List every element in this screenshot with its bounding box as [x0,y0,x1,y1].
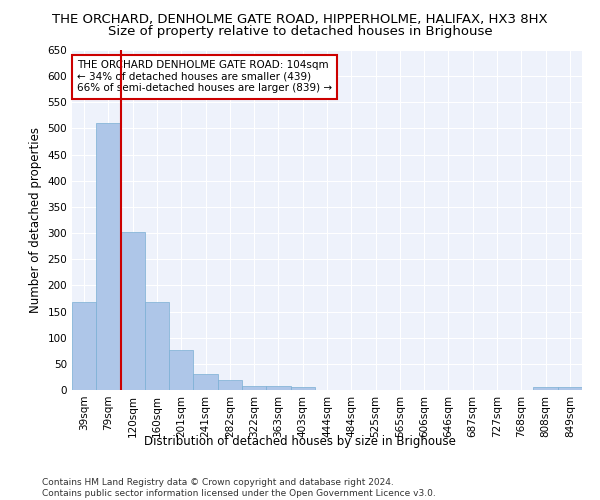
Bar [290,388,315,390]
Bar [72,302,96,390]
Bar [533,388,558,390]
Y-axis label: Number of detached properties: Number of detached properties [29,127,42,313]
Bar [242,386,266,390]
Bar [169,350,193,390]
Text: THE ORCHARD, DENHOLME GATE ROAD, HIPPERHOLME, HALIFAX, HX3 8HX: THE ORCHARD, DENHOLME GATE ROAD, HIPPERH… [52,12,548,26]
Bar [266,386,290,390]
Text: Distribution of detached houses by size in Brighouse: Distribution of detached houses by size … [144,435,456,448]
Text: Contains HM Land Registry data © Crown copyright and database right 2024.
Contai: Contains HM Land Registry data © Crown c… [42,478,436,498]
Text: THE ORCHARD DENHOLME GATE ROAD: 104sqm
← 34% of detached houses are smaller (439: THE ORCHARD DENHOLME GATE ROAD: 104sqm ←… [77,60,332,94]
Text: Size of property relative to detached houses in Brighouse: Size of property relative to detached ho… [107,25,493,38]
Bar [96,123,121,390]
Bar [558,388,582,390]
Bar [121,232,145,390]
Bar [145,302,169,390]
Bar [193,374,218,390]
Bar [218,380,242,390]
